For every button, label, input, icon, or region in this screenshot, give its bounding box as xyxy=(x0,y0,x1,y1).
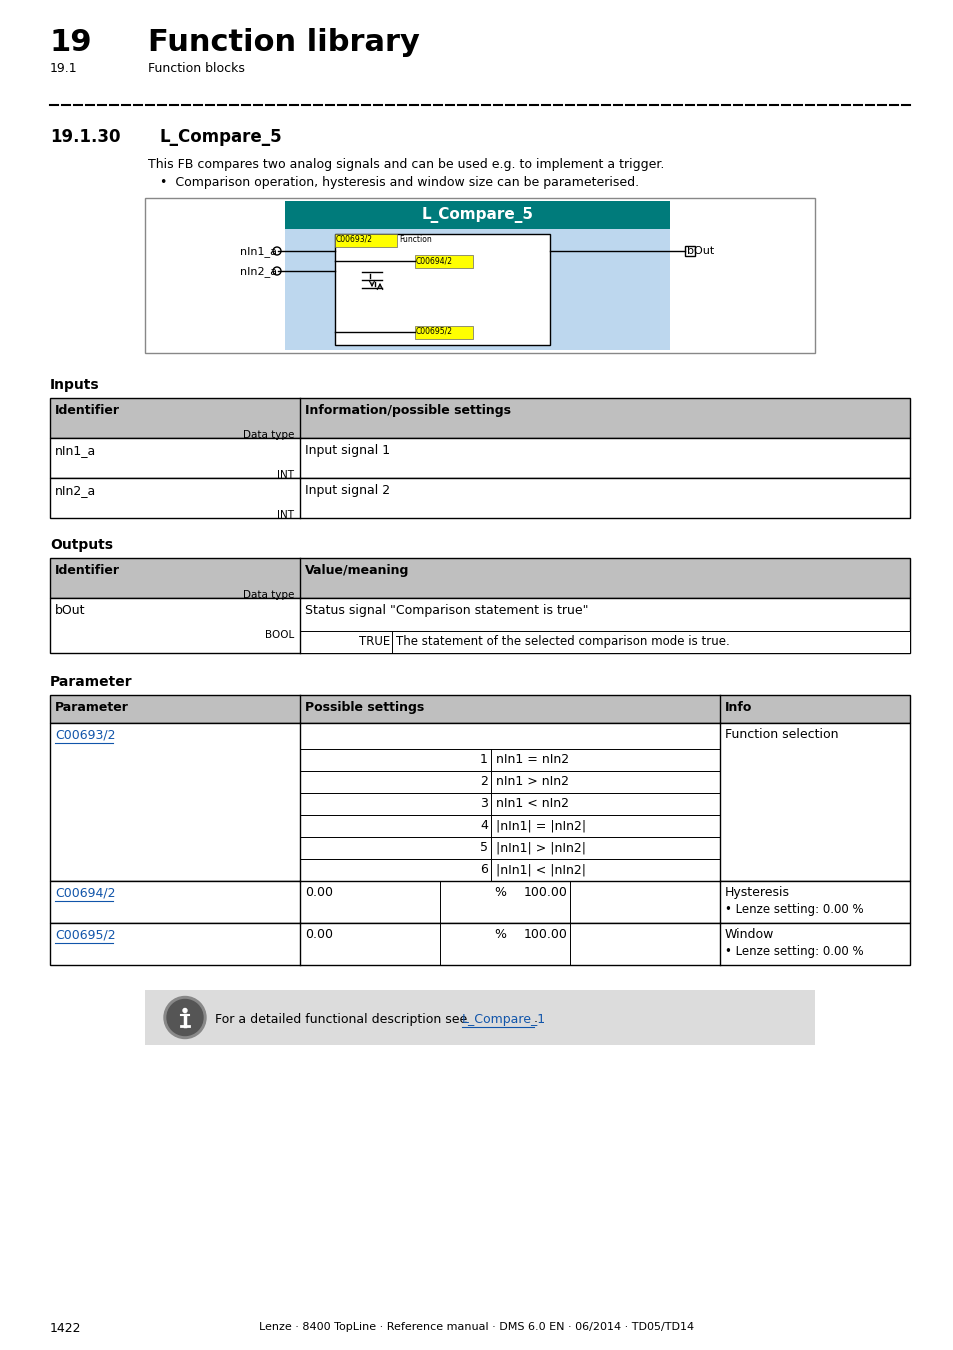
Text: 5: 5 xyxy=(479,841,488,855)
Text: |nIn1| < |nIn2|: |nIn1| < |nIn2| xyxy=(496,863,585,876)
Bar xyxy=(299,749,720,771)
Text: C00693/2: C00693/2 xyxy=(335,235,373,244)
Text: nIn1 < nIn2: nIn1 < nIn2 xyxy=(496,796,568,810)
Text: Data type: Data type xyxy=(242,431,294,440)
Text: bOut: bOut xyxy=(686,246,714,256)
Bar xyxy=(50,882,909,923)
Bar xyxy=(415,255,473,269)
Text: L_Compare_1: L_Compare_1 xyxy=(461,1012,545,1026)
Text: 2: 2 xyxy=(479,775,488,788)
Text: 0.00: 0.00 xyxy=(305,927,333,941)
Text: Parameter: Parameter xyxy=(50,675,132,688)
Text: Input signal 2: Input signal 2 xyxy=(305,485,390,497)
Text: nIn1 > nIn2: nIn1 > nIn2 xyxy=(496,775,568,788)
Text: .: . xyxy=(534,1012,537,1026)
Bar xyxy=(299,630,909,653)
Bar xyxy=(335,234,396,247)
Text: 19.1.30: 19.1.30 xyxy=(50,128,120,146)
Bar xyxy=(50,437,909,478)
Text: This FB compares two analog signals and can be used e.g. to implement a trigger.: This FB compares two analog signals and … xyxy=(148,158,663,171)
Bar xyxy=(145,990,814,1045)
Text: C00695/2: C00695/2 xyxy=(55,927,115,941)
Text: L_Compare_5: L_Compare_5 xyxy=(421,207,533,223)
Text: |nIn1| = |nIn2|: |nIn1| = |nIn2| xyxy=(496,819,585,832)
Text: • Lenze setting: 0.00 %: • Lenze setting: 0.00 % xyxy=(724,903,862,917)
Bar xyxy=(50,598,909,653)
Text: 100.00: 100.00 xyxy=(523,886,567,899)
Text: nIn2_a: nIn2_a xyxy=(239,266,276,277)
Text: Identifier: Identifier xyxy=(55,564,120,576)
Text: Identifier: Identifier xyxy=(55,404,120,417)
Text: bOut: bOut xyxy=(55,603,86,617)
Text: Data type: Data type xyxy=(242,590,294,599)
Text: Inputs: Inputs xyxy=(50,378,99,392)
Bar xyxy=(285,201,669,350)
Bar xyxy=(415,325,473,339)
Bar xyxy=(285,201,669,230)
Text: INT: INT xyxy=(276,510,294,520)
Text: L_Compare_5: L_Compare_5 xyxy=(160,128,282,146)
Text: 6: 6 xyxy=(479,863,488,876)
Text: C00694/2: C00694/2 xyxy=(416,256,453,265)
Text: Outputs: Outputs xyxy=(50,539,112,552)
Text: Information/possible settings: Information/possible settings xyxy=(305,404,511,417)
Text: The statement of the selected comparison mode is true.: The statement of the selected comparison… xyxy=(395,634,729,648)
Text: C00693/2: C00693/2 xyxy=(55,728,115,741)
Circle shape xyxy=(167,999,203,1035)
Bar xyxy=(50,724,909,882)
Bar xyxy=(299,815,720,837)
Text: nIn1_a: nIn1_a xyxy=(240,246,276,256)
Bar xyxy=(299,771,720,792)
Text: TRUE: TRUE xyxy=(358,634,390,648)
Text: Window: Window xyxy=(724,927,774,941)
Text: Function selection: Function selection xyxy=(724,728,838,741)
Text: nIn1 = nIn2: nIn1 = nIn2 xyxy=(496,753,569,765)
Text: 100.00: 100.00 xyxy=(523,927,567,941)
Text: •  Comparison operation, hysteresis and window size can be parameterised.: • Comparison operation, hysteresis and w… xyxy=(160,176,639,189)
Text: nIn1_a: nIn1_a xyxy=(55,444,96,458)
Bar xyxy=(50,695,909,724)
Text: C00694/2: C00694/2 xyxy=(55,886,115,899)
Text: 3: 3 xyxy=(479,796,488,810)
Text: 19: 19 xyxy=(50,28,92,57)
Text: %: % xyxy=(494,927,505,941)
Text: INT: INT xyxy=(276,470,294,481)
Bar xyxy=(50,558,909,598)
Bar xyxy=(145,198,814,352)
Text: BOOL: BOOL xyxy=(265,630,294,640)
Text: Input signal 1: Input signal 1 xyxy=(305,444,390,458)
Text: Function library: Function library xyxy=(148,28,419,57)
Text: 1: 1 xyxy=(479,753,488,765)
Bar xyxy=(50,398,909,437)
Text: 4: 4 xyxy=(479,819,488,832)
Text: Function: Function xyxy=(398,235,432,244)
Text: 19.1: 19.1 xyxy=(50,62,77,76)
Bar xyxy=(299,792,720,815)
Circle shape xyxy=(183,1008,187,1012)
Text: nIn2_a: nIn2_a xyxy=(55,485,96,497)
Text: Lenze · 8400 TopLine · Reference manual · DMS 6.0 EN · 06/2014 · TD05/TD14: Lenze · 8400 TopLine · Reference manual … xyxy=(259,1322,694,1332)
Text: For a detailed functional description see: For a detailed functional description se… xyxy=(214,1012,471,1026)
Text: Possible settings: Possible settings xyxy=(305,701,424,714)
Bar xyxy=(50,923,909,965)
Text: 0.00: 0.00 xyxy=(305,886,333,899)
Text: Function blocks: Function blocks xyxy=(148,62,245,76)
Text: C00695/2: C00695/2 xyxy=(416,327,453,336)
Text: Hysteresis: Hysteresis xyxy=(724,886,789,899)
Bar xyxy=(50,478,909,518)
Bar xyxy=(299,859,720,882)
Text: %: % xyxy=(494,886,505,899)
Text: |nIn1| > |nIn2|: |nIn1| > |nIn2| xyxy=(496,841,585,855)
Bar xyxy=(335,234,550,346)
Text: Status signal "Comparison statement is true": Status signal "Comparison statement is t… xyxy=(305,603,588,617)
Text: Value/meaning: Value/meaning xyxy=(305,564,409,576)
Circle shape xyxy=(164,996,206,1038)
Text: Parameter: Parameter xyxy=(55,701,129,714)
Bar xyxy=(299,837,720,859)
Text: • Lenze setting: 0.00 %: • Lenze setting: 0.00 % xyxy=(724,945,862,958)
Bar xyxy=(684,246,695,256)
Text: Info: Info xyxy=(724,701,752,714)
Text: 1422: 1422 xyxy=(50,1322,81,1335)
